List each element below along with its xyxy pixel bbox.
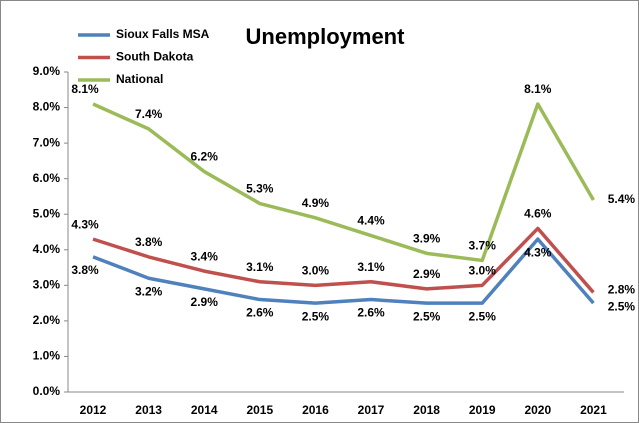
y-tick-label: 2.0% bbox=[33, 313, 61, 327]
legend-label: South Dakota bbox=[116, 50, 194, 64]
y-tick-label: 7.0% bbox=[33, 135, 61, 149]
y-tick-label: 9.0% bbox=[33, 64, 61, 78]
data-label: 6.2% bbox=[191, 150, 219, 164]
data-label: 4.4% bbox=[357, 214, 385, 228]
y-tick-label: 0.0% bbox=[33, 384, 61, 398]
y-tick-label: 1.0% bbox=[33, 349, 61, 363]
data-label: 2.5% bbox=[413, 309, 441, 323]
data-label: 3.8% bbox=[135, 235, 163, 249]
y-tick-label: 6.0% bbox=[33, 171, 61, 185]
x-tick-label: 2021 bbox=[580, 403, 607, 417]
x-tick-label: 2017 bbox=[358, 403, 385, 417]
data-label: 3.1% bbox=[246, 260, 274, 274]
data-label: 3.7% bbox=[469, 239, 497, 253]
data-label: 7.4% bbox=[135, 107, 163, 121]
data-label: 2.8% bbox=[608, 283, 636, 297]
data-label: 2.5% bbox=[469, 309, 497, 323]
data-label: 2.5% bbox=[302, 309, 330, 323]
y-tick-label: 4.0% bbox=[33, 242, 61, 256]
data-label: 3.4% bbox=[191, 249, 219, 263]
data-label: 4.3% bbox=[524, 245, 552, 259]
data-label: 4.9% bbox=[302, 196, 330, 210]
data-label: 2.6% bbox=[357, 306, 385, 320]
x-tick-label: 2019 bbox=[469, 403, 496, 417]
data-label: 8.1% bbox=[71, 82, 99, 96]
data-label: 3.0% bbox=[302, 264, 330, 278]
data-label: 2.9% bbox=[413, 267, 441, 281]
x-tick-label: 2013 bbox=[135, 403, 162, 417]
chart-title: Unemployment bbox=[246, 24, 406, 49]
data-label: 3.2% bbox=[135, 284, 163, 298]
data-label: 3.1% bbox=[357, 260, 385, 274]
x-tick-label: 2014 bbox=[191, 403, 218, 417]
data-label: 3.0% bbox=[469, 264, 497, 278]
data-label: 3.8% bbox=[71, 263, 99, 277]
series-line bbox=[92, 226, 595, 294]
x-tick-label: 2015 bbox=[246, 403, 273, 417]
data-label: 4.3% bbox=[71, 217, 99, 231]
data-label: 5.3% bbox=[246, 182, 274, 196]
data-label: 2.5% bbox=[608, 299, 636, 313]
legend-label: National bbox=[116, 72, 163, 86]
y-tick-label: 3.0% bbox=[33, 278, 61, 292]
data-label: 4.6% bbox=[524, 207, 552, 221]
series-line bbox=[92, 237, 595, 305]
data-label: 2.9% bbox=[191, 295, 219, 309]
data-label: 2.6% bbox=[246, 306, 274, 320]
y-tick-label: 5.0% bbox=[33, 206, 61, 220]
data-label: 5.4% bbox=[608, 192, 636, 206]
series-line bbox=[92, 102, 595, 263]
legend-label: Sioux Falls MSA bbox=[116, 27, 210, 41]
data-label: 3.9% bbox=[413, 232, 441, 246]
x-tick-label: 2012 bbox=[80, 403, 107, 417]
x-tick-label: 2018 bbox=[413, 403, 440, 417]
y-tick-label: 8.0% bbox=[33, 100, 61, 114]
x-tick-label: 2016 bbox=[302, 403, 329, 417]
x-tick-label: 2020 bbox=[524, 403, 551, 417]
data-label: 8.1% bbox=[524, 82, 552, 96]
